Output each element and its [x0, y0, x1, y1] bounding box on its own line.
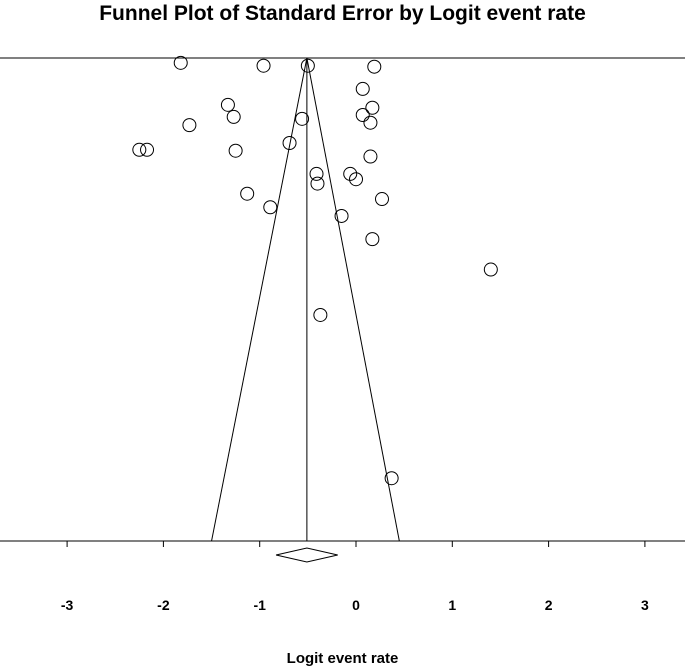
study-point — [363, 115, 378, 130]
study-point — [363, 149, 378, 164]
study-point — [240, 186, 255, 201]
study-point — [483, 262, 498, 277]
x-tick-label: -3 — [61, 597, 74, 613]
study-point — [349, 172, 363, 187]
x-tick-label: 1 — [448, 597, 456, 613]
x-tick-label: 0 — [352, 597, 360, 613]
x-tick-label: -1 — [253, 597, 266, 613]
x-tick-label: -2 — [157, 597, 170, 613]
x-axis-label: Logit event rate — [286, 650, 399, 667]
study-point — [375, 192, 390, 207]
study-point — [226, 109, 241, 124]
study-point — [313, 307, 328, 322]
study-point — [310, 176, 325, 191]
study-point — [309, 166, 324, 181]
study-point — [220, 97, 235, 112]
study-point — [343, 166, 358, 181]
funnel-left-limit — [211, 57, 308, 542]
study-point — [355, 81, 370, 96]
funnel-right-limit — [306, 57, 400, 542]
study-point — [140, 142, 155, 157]
study-points — [132, 55, 498, 486]
x-tick-label: 2 — [545, 597, 553, 613]
study-point — [182, 118, 197, 133]
study-point — [384, 471, 399, 486]
x-axis-ticks — [66, 541, 646, 547]
study-point — [295, 111, 310, 126]
pooled-estimate-diamond — [275, 547, 338, 563]
study-point — [263, 200, 278, 215]
study-point — [365, 232, 380, 247]
chart-title: Funnel Plot of Standard Error by Logit e… — [99, 2, 586, 25]
study-point — [173, 55, 188, 70]
study-point — [367, 59, 382, 74]
study-point — [228, 143, 243, 158]
study-point — [300, 58, 315, 73]
x-axis-tick-labels: -3 -2 -1 0 1 2 3 — [61, 597, 649, 613]
study-point — [334, 208, 349, 223]
study-point — [256, 58, 271, 73]
study-point — [132, 142, 147, 157]
x-tick-label: 3 — [641, 597, 649, 613]
study-point — [282, 136, 297, 151]
study-point — [365, 100, 380, 115]
study-point — [355, 107, 370, 122]
